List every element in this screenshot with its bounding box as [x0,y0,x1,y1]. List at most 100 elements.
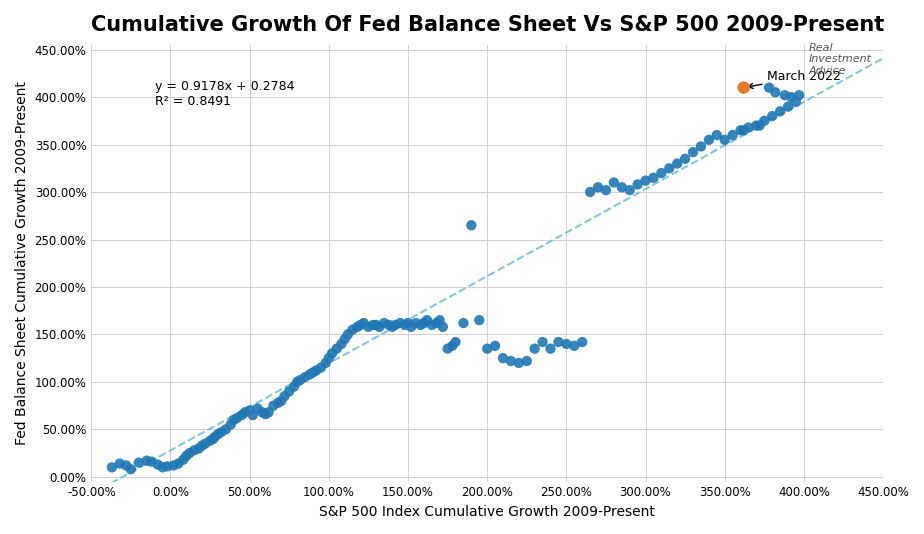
Point [445,342,460,350]
Point [736,126,751,135]
Point [104,463,119,472]
Point [417,319,432,327]
Point [757,116,772,125]
Point [229,414,244,422]
Point [429,319,444,327]
Point [397,321,412,329]
Y-axis label: Fed Balance Sheet Cumulative Growth 2009-Present: Fed Balance Sheet Cumulative Growth 2009… [15,81,29,445]
Point [171,459,186,468]
Point [298,373,312,381]
Point [480,344,494,353]
Point [324,349,339,358]
Point [246,411,261,419]
Text: Real
Investment
Advice: Real Investment Advice [808,43,871,76]
Point [788,98,803,106]
Point [182,449,197,458]
Point [504,357,518,365]
Point [694,142,709,151]
Point [235,411,249,419]
Point [777,91,792,99]
Point [528,344,542,353]
Point [372,323,387,331]
Point [346,325,360,334]
Point [261,408,276,417]
Point [464,221,479,230]
Point [725,131,740,139]
Point [543,344,558,353]
Point [271,398,286,407]
Point [119,461,134,470]
Point [286,382,301,391]
Point [274,397,288,405]
Point [741,123,756,132]
Point [361,323,376,331]
Point [382,321,396,329]
Point [151,460,165,469]
Point [224,420,238,429]
Point [384,323,399,331]
Point [187,446,201,454]
Point [733,126,748,135]
Point [144,458,159,466]
Point [567,342,582,350]
Point [630,180,645,189]
Point [404,323,419,331]
Point [350,323,365,331]
X-axis label: S&P 500 Index Cumulative Growth 2009-Present: S&P 500 Index Cumulative Growth 2009-Pre… [319,505,655,519]
Point [179,452,194,460]
Point [340,330,355,339]
Point [369,321,383,329]
Point [195,441,210,450]
Point [419,316,434,325]
Point [213,428,228,436]
Point [495,354,510,363]
Point [266,402,281,410]
Point [302,370,317,379]
Point [198,439,213,448]
Point [322,354,336,363]
Point [211,430,225,438]
Point [337,335,352,343]
Point [357,319,371,327]
Point [160,462,175,470]
Point [622,186,637,194]
Point [237,408,252,417]
Point [599,186,614,194]
Point [752,121,767,130]
Point [309,366,323,375]
Point [155,463,170,472]
Point [282,387,297,396]
Point [792,91,807,99]
Point [206,435,221,443]
Point [277,392,292,400]
Point [472,316,487,325]
Point [131,458,146,467]
Point [140,457,154,465]
Point [535,338,550,347]
Text: Cumulative Growth Of Fed Balance Sheet Vs S&P 500 2009-Present: Cumulative Growth Of Fed Balance Sheet V… [91,15,884,35]
Point [113,459,128,468]
Point [717,136,732,144]
Point [614,183,629,192]
Point [662,164,676,172]
Point [575,338,590,347]
Point [654,169,669,177]
Point [366,321,381,329]
Point [218,425,233,434]
Point [710,131,724,139]
Point [413,321,428,329]
Point [401,319,416,327]
Point [677,154,692,163]
Point [290,378,305,386]
Point [583,188,598,197]
Point [242,406,257,415]
Point [255,408,270,417]
Point [293,376,308,384]
Point [207,433,222,441]
Point [191,444,206,453]
Point [448,338,463,347]
Point [761,83,776,92]
Point [701,136,716,144]
Point [670,159,685,168]
Point [318,359,333,367]
